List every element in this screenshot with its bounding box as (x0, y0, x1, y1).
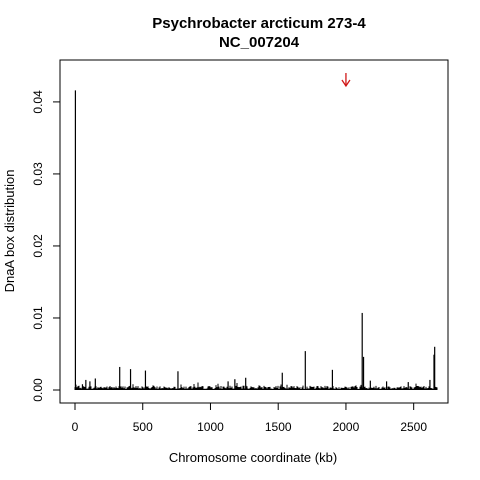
x-tick-label: 1000 (197, 420, 224, 434)
arrow-down-icon (341, 73, 351, 88)
y-axis: 0.00 0.01 0.02 0.03 0.04 (31, 90, 61, 402)
x-tick-label: 2500 (400, 420, 427, 434)
chart-title: Psychrobacter arcticum 273-4 (152, 15, 366, 32)
y-tick-label: 0.04 (31, 90, 45, 114)
y-tick-label: 0.00 (31, 378, 45, 402)
x-tick-label: 0 (72, 420, 79, 434)
x-axis: 0 500 1000 1500 2000 2500 (72, 402, 427, 434)
x-tick-label: 2000 (333, 420, 360, 434)
chart-subtitle: NC_007204 (219, 34, 300, 51)
y-tick-label: 0.03 (31, 162, 45, 186)
y-tick-label: 0.01 (31, 306, 45, 330)
y-axis-label: DnaA box distribution (2, 170, 17, 293)
y-tick-label: 0.02 (31, 234, 45, 258)
x-tick-label: 500 (133, 420, 153, 434)
bars-group (74, 90, 438, 390)
plot-frame (59, 59, 449, 404)
annotations-group (341, 73, 351, 88)
x-axis-label: Chromosome coordinate (kb) (169, 450, 337, 465)
x-tick-label: 1500 (265, 420, 292, 434)
